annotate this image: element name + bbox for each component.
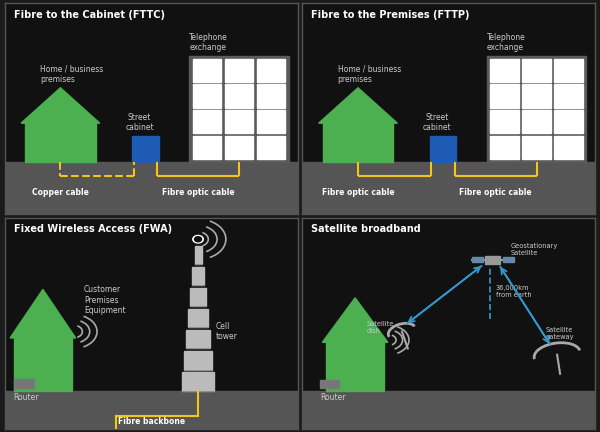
Bar	[257, 110, 286, 133]
Polygon shape	[319, 88, 397, 123]
Bar	[523, 84, 551, 108]
Bar	[257, 59, 286, 82]
Bar	[302, 162, 595, 214]
Text: Home / business
premises: Home / business premises	[338, 64, 401, 83]
Bar	[302, 391, 595, 429]
Text: Satellite
dish: Satellite dish	[367, 321, 394, 334]
Text: Street
cabinet: Street cabinet	[125, 113, 154, 132]
Text: Fibre to the Premises (FTTP): Fibre to the Premises (FTTP)	[311, 10, 470, 20]
Polygon shape	[10, 289, 76, 338]
Bar	[225, 136, 253, 159]
Text: Telephone
exchange: Telephone exchange	[487, 32, 526, 52]
Text: Customer
Premises
Equipment: Customer Premises Equipment	[84, 285, 125, 315]
Text: Router: Router	[14, 393, 39, 402]
Bar	[523, 110, 551, 133]
Bar	[485, 256, 500, 264]
Bar	[554, 136, 583, 159]
Text: Router: Router	[320, 393, 346, 402]
Bar	[323, 123, 393, 162]
Text: Fibre optic cable: Fibre optic cable	[322, 188, 394, 197]
Bar	[523, 59, 551, 82]
Bar	[193, 110, 221, 133]
Bar	[190, 288, 206, 306]
Bar	[184, 351, 212, 369]
Bar	[25, 123, 95, 162]
Bar	[5, 162, 298, 214]
Bar	[472, 257, 483, 262]
Polygon shape	[21, 88, 100, 123]
Bar	[503, 257, 514, 262]
Bar	[186, 330, 210, 349]
Bar	[257, 136, 286, 159]
Bar	[326, 343, 385, 391]
Circle shape	[194, 237, 202, 242]
Text: Satellite broadband: Satellite broadband	[311, 224, 421, 234]
Bar	[225, 84, 253, 108]
Text: Home / business
premises: Home / business premises	[40, 64, 103, 83]
Bar	[182, 372, 214, 391]
Bar	[554, 84, 583, 108]
Text: Fibre to the Cabinet (FTTC): Fibre to the Cabinet (FTTC)	[14, 10, 164, 20]
Text: Fibre backbone: Fibre backbone	[118, 417, 185, 426]
Polygon shape	[322, 298, 388, 343]
Bar	[193, 267, 203, 285]
Bar	[193, 136, 221, 159]
Circle shape	[193, 235, 203, 243]
Bar	[193, 59, 221, 82]
Bar	[490, 136, 519, 159]
Text: Fixed Wireless Access (FWA): Fixed Wireless Access (FWA)	[14, 224, 172, 234]
Bar	[257, 84, 286, 108]
Bar	[490, 84, 519, 108]
Bar	[523, 136, 551, 159]
Text: Geostationary
Satellite: Geostationary Satellite	[510, 243, 557, 256]
Bar	[554, 110, 583, 133]
Text: Satellite
gateway: Satellite gateway	[545, 327, 574, 340]
Bar	[194, 245, 202, 264]
Text: Copper cable: Copper cable	[32, 188, 89, 197]
Text: Fibre optic cable: Fibre optic cable	[460, 188, 532, 197]
Bar	[189, 56, 289, 162]
Bar	[554, 59, 583, 82]
Bar	[193, 84, 221, 108]
Bar	[225, 59, 253, 82]
Bar	[320, 380, 339, 388]
Bar	[188, 309, 208, 327]
Bar	[5, 391, 298, 429]
Bar	[14, 338, 72, 391]
Bar	[430, 136, 456, 162]
Text: Cell
tower: Cell tower	[215, 322, 238, 341]
Bar	[490, 59, 519, 82]
Text: 36,000km
from earth: 36,000km from earth	[496, 285, 531, 298]
Bar	[225, 110, 253, 133]
Text: Telephone
exchange: Telephone exchange	[189, 32, 228, 52]
Bar	[487, 56, 586, 162]
Text: Fibre optic cable: Fibre optic cable	[162, 188, 235, 197]
Bar	[14, 379, 34, 388]
Text: Street
cabinet: Street cabinet	[423, 113, 451, 132]
Bar	[490, 110, 519, 133]
Bar	[132, 136, 158, 162]
